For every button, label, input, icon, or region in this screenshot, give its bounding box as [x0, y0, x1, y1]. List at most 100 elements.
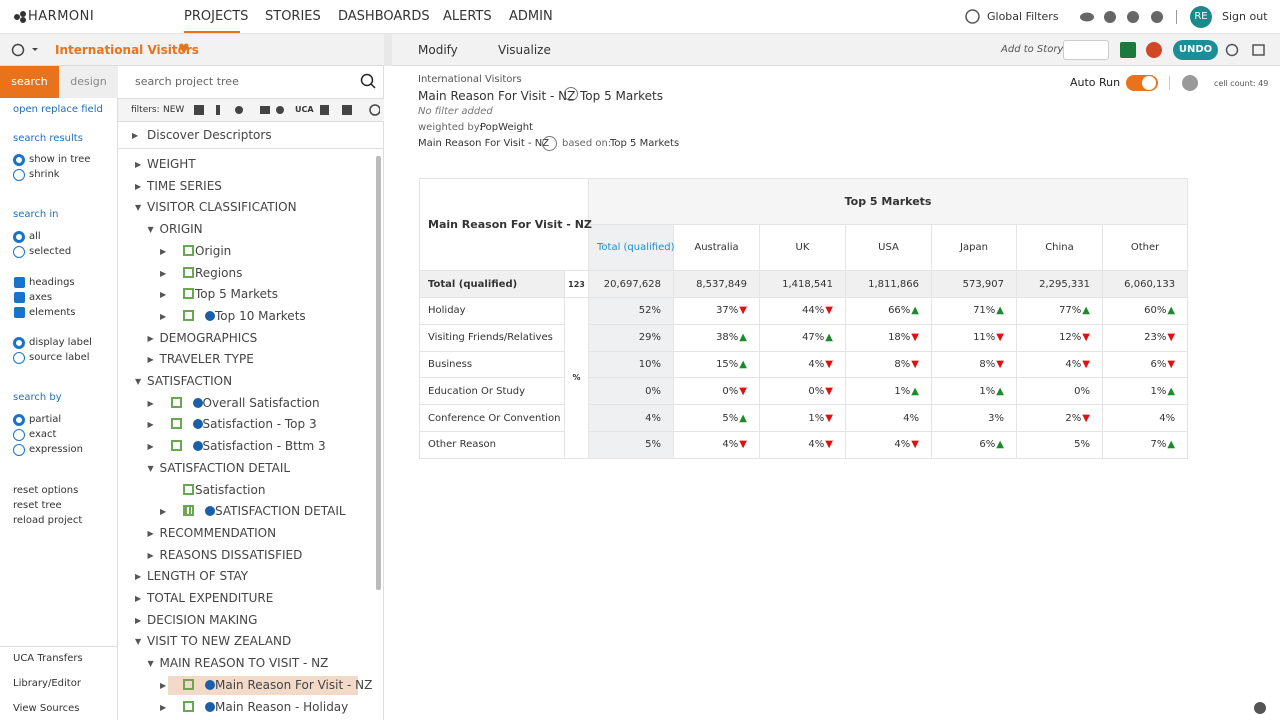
sidebar-link[interactable]: reset options: [13, 485, 79, 496]
checkbox[interactable]: [14, 292, 25, 303]
caret[interactable]: ▶: [132, 131, 139, 140]
radio[interactable]: [13, 246, 25, 258]
add-to-story[interactable]: Add to Story: [1001, 44, 1064, 55]
nav-item[interactable]: ALERTS: [443, 9, 492, 24]
radio-label[interactable]: source label: [29, 352, 90, 363]
tree-item[interactable]: Main Reason For Visit - NZ: [215, 677, 373, 692]
caret[interactable]: ▼: [135, 377, 142, 386]
open-replace[interactable]: open replace field: [13, 104, 103, 115]
column-header[interactable]: Other: [1101, 224, 1189, 271]
tree-item[interactable]: TRAVELER TYPE: [159, 352, 254, 367]
caret[interactable]: ▶: [160, 311, 167, 321]
checkbox-label[interactable]: headings: [29, 277, 75, 288]
nav-item[interactable]: ADMIN: [509, 9, 553, 24]
radio[interactable]: [13, 429, 25, 441]
radio[interactable]: [13, 169, 25, 181]
caret[interactable]: ▶: [147, 550, 154, 560]
tree-item[interactable]: VISIT TO NEW ZEALAND: [147, 634, 292, 649]
excel-icon[interactable]: [1120, 42, 1136, 58]
column-header[interactable]: USA: [845, 224, 932, 271]
tree-item[interactable]: Main Reason - Holiday: [215, 699, 349, 714]
radio-label[interactable]: shrink: [29, 169, 60, 180]
tree-item[interactable]: LENGTH OF STAY: [147, 569, 249, 584]
caret[interactable]: ▶: [160, 268, 167, 278]
tab-design[interactable]: design: [59, 66, 118, 98]
radio[interactable]: [13, 444, 25, 456]
tree-item[interactable]: WEIGHT: [147, 157, 196, 171]
sidebar-link[interactable]: reload project: [13, 515, 83, 526]
story-button[interactable]: [1063, 40, 1109, 60]
checkbox[interactable]: [14, 277, 25, 288]
tree-item[interactable]: SATISFACTION DETAIL: [215, 504, 346, 519]
nav-item[interactable]: STORIES: [265, 9, 321, 24]
radio-label[interactable]: exact: [29, 429, 57, 440]
column-header[interactable]: Australia: [673, 224, 760, 271]
tree-item[interactable]: Regions: [195, 265, 243, 280]
sign-out[interactable]: Sign out: [1222, 10, 1268, 23]
tree-item[interactable]: DEMOGRAPHICS: [159, 330, 258, 345]
radio-label[interactable]: all: [29, 231, 41, 242]
caret[interactable]: ▶: [135, 594, 142, 603]
info-corner[interactable]: [1254, 702, 1266, 714]
radio[interactable]: [13, 231, 25, 243]
tree-item[interactable]: Satisfaction - Bttm 3: [202, 439, 326, 454]
column-header[interactable]: Japan: [931, 224, 1017, 271]
caret[interactable]: ▶: [135, 572, 142, 582]
caret[interactable]: ▶: [147, 420, 154, 430]
caret[interactable]: ▶: [160, 246, 167, 256]
radio-label[interactable]: expression: [29, 444, 83, 455]
tree-item[interactable]: Overall Satisfaction: [202, 395, 320, 410]
tab-modify[interactable]: Modify: [418, 43, 458, 57]
tree-item[interactable]: Top 10 Markets: [215, 308, 306, 323]
global-filters[interactable]: Global Filters: [987, 10, 1059, 23]
history-icon[interactable]: [10, 42, 40, 58]
avatar[interactable]: RE: [1190, 6, 1212, 28]
tree-item[interactable]: SATISFACTION: [147, 374, 233, 388]
sidebar-link[interactable]: Library/Editor: [13, 678, 81, 689]
caret[interactable]: ▶: [135, 181, 142, 191]
sidebar-link[interactable]: reset tree: [13, 500, 62, 511]
checkbox-label[interactable]: axes: [29, 292, 53, 303]
search-icon[interactable]: [360, 73, 376, 89]
tab-visualize[interactable]: Visualize: [498, 43, 551, 57]
nav-item[interactable]: DASHBOARDS: [338, 9, 430, 24]
filter-new[interactable]: NEW: [163, 105, 185, 115]
caret[interactable]: ▶: [135, 160, 142, 169]
sidebar-link[interactable]: UCA Transfers: [13, 653, 83, 664]
caret[interactable]: ▼: [147, 463, 154, 473]
tree-item[interactable]: Satisfaction: [195, 482, 266, 497]
undo-button[interactable]: UNDO: [1173, 40, 1218, 60]
column-header[interactable]: China: [1016, 224, 1103, 271]
radio[interactable]: [13, 414, 25, 426]
checkbox-label[interactable]: elements: [29, 307, 76, 318]
sidebar-link[interactable]: View Sources: [13, 703, 80, 714]
tree-item[interactable]: ORIGIN: [159, 222, 203, 237]
caret[interactable]: ▶: [160, 507, 167, 517]
tree-item[interactable]: TOTAL EXPENDITURE: [147, 591, 274, 605]
help-icon[interactable]: [1182, 75, 1198, 91]
radio-label[interactable]: partial: [29, 414, 62, 425]
tree-top[interactable]: Discover Descriptors: [147, 128, 272, 142]
tree-item[interactable]: MAIN REASON TO VISIT - NZ: [159, 656, 329, 671]
filter-uca[interactable]: UCA: [295, 105, 314, 114]
ppt-icon[interactable]: [1146, 42, 1162, 58]
tree-item[interactable]: VISITOR CLASSIFICATION: [147, 200, 297, 215]
tree-item[interactable]: TIME SERIES: [147, 178, 222, 193]
tab-search[interactable]: search: [0, 66, 59, 98]
column-header[interactable]: Total (qualified): [588, 224, 675, 271]
radio[interactable]: [13, 154, 25, 166]
nav-item[interactable]: PROJECTS: [184, 9, 249, 24]
caret[interactable]: ▶: [135, 615, 142, 625]
heart-icon[interactable]: ♥: [178, 42, 190, 57]
caret[interactable]: ▶: [160, 680, 167, 690]
caret[interactable]: ▶: [160, 702, 167, 712]
column-header[interactable]: UK: [759, 224, 846, 271]
tree-item[interactable]: Top 5 Markets: [195, 287, 279, 302]
caret[interactable]: ▶: [147, 333, 154, 343]
radio-label[interactable]: selected: [29, 246, 72, 257]
caret[interactable]: ▼: [147, 225, 154, 235]
tree-item[interactable]: REASONS DISSATISFIED: [159, 547, 303, 562]
radio-label[interactable]: display label: [29, 337, 92, 348]
tree-item[interactable]: SATISFACTION DETAIL: [159, 460, 291, 475]
caret[interactable]: ▶: [147, 528, 154, 538]
